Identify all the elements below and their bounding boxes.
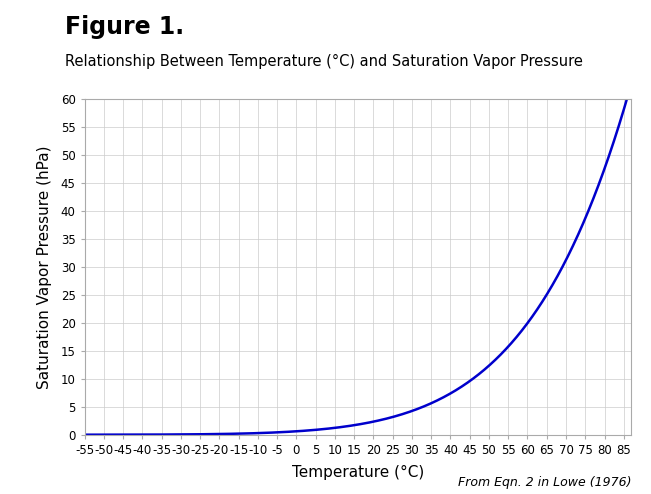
Y-axis label: Saturation Vapor Pressure (hPa): Saturation Vapor Pressure (hPa) <box>37 145 52 388</box>
Text: From Eqn. 2 in Lowe (1976): From Eqn. 2 in Lowe (1976) <box>458 476 631 489</box>
X-axis label: Temperature (°C): Temperature (°C) <box>292 465 424 480</box>
Text: Relationship Between Temperature (°C) and Saturation Vapor Pressure: Relationship Between Temperature (°C) an… <box>65 54 583 69</box>
Text: Figure 1.: Figure 1. <box>65 15 184 39</box>
